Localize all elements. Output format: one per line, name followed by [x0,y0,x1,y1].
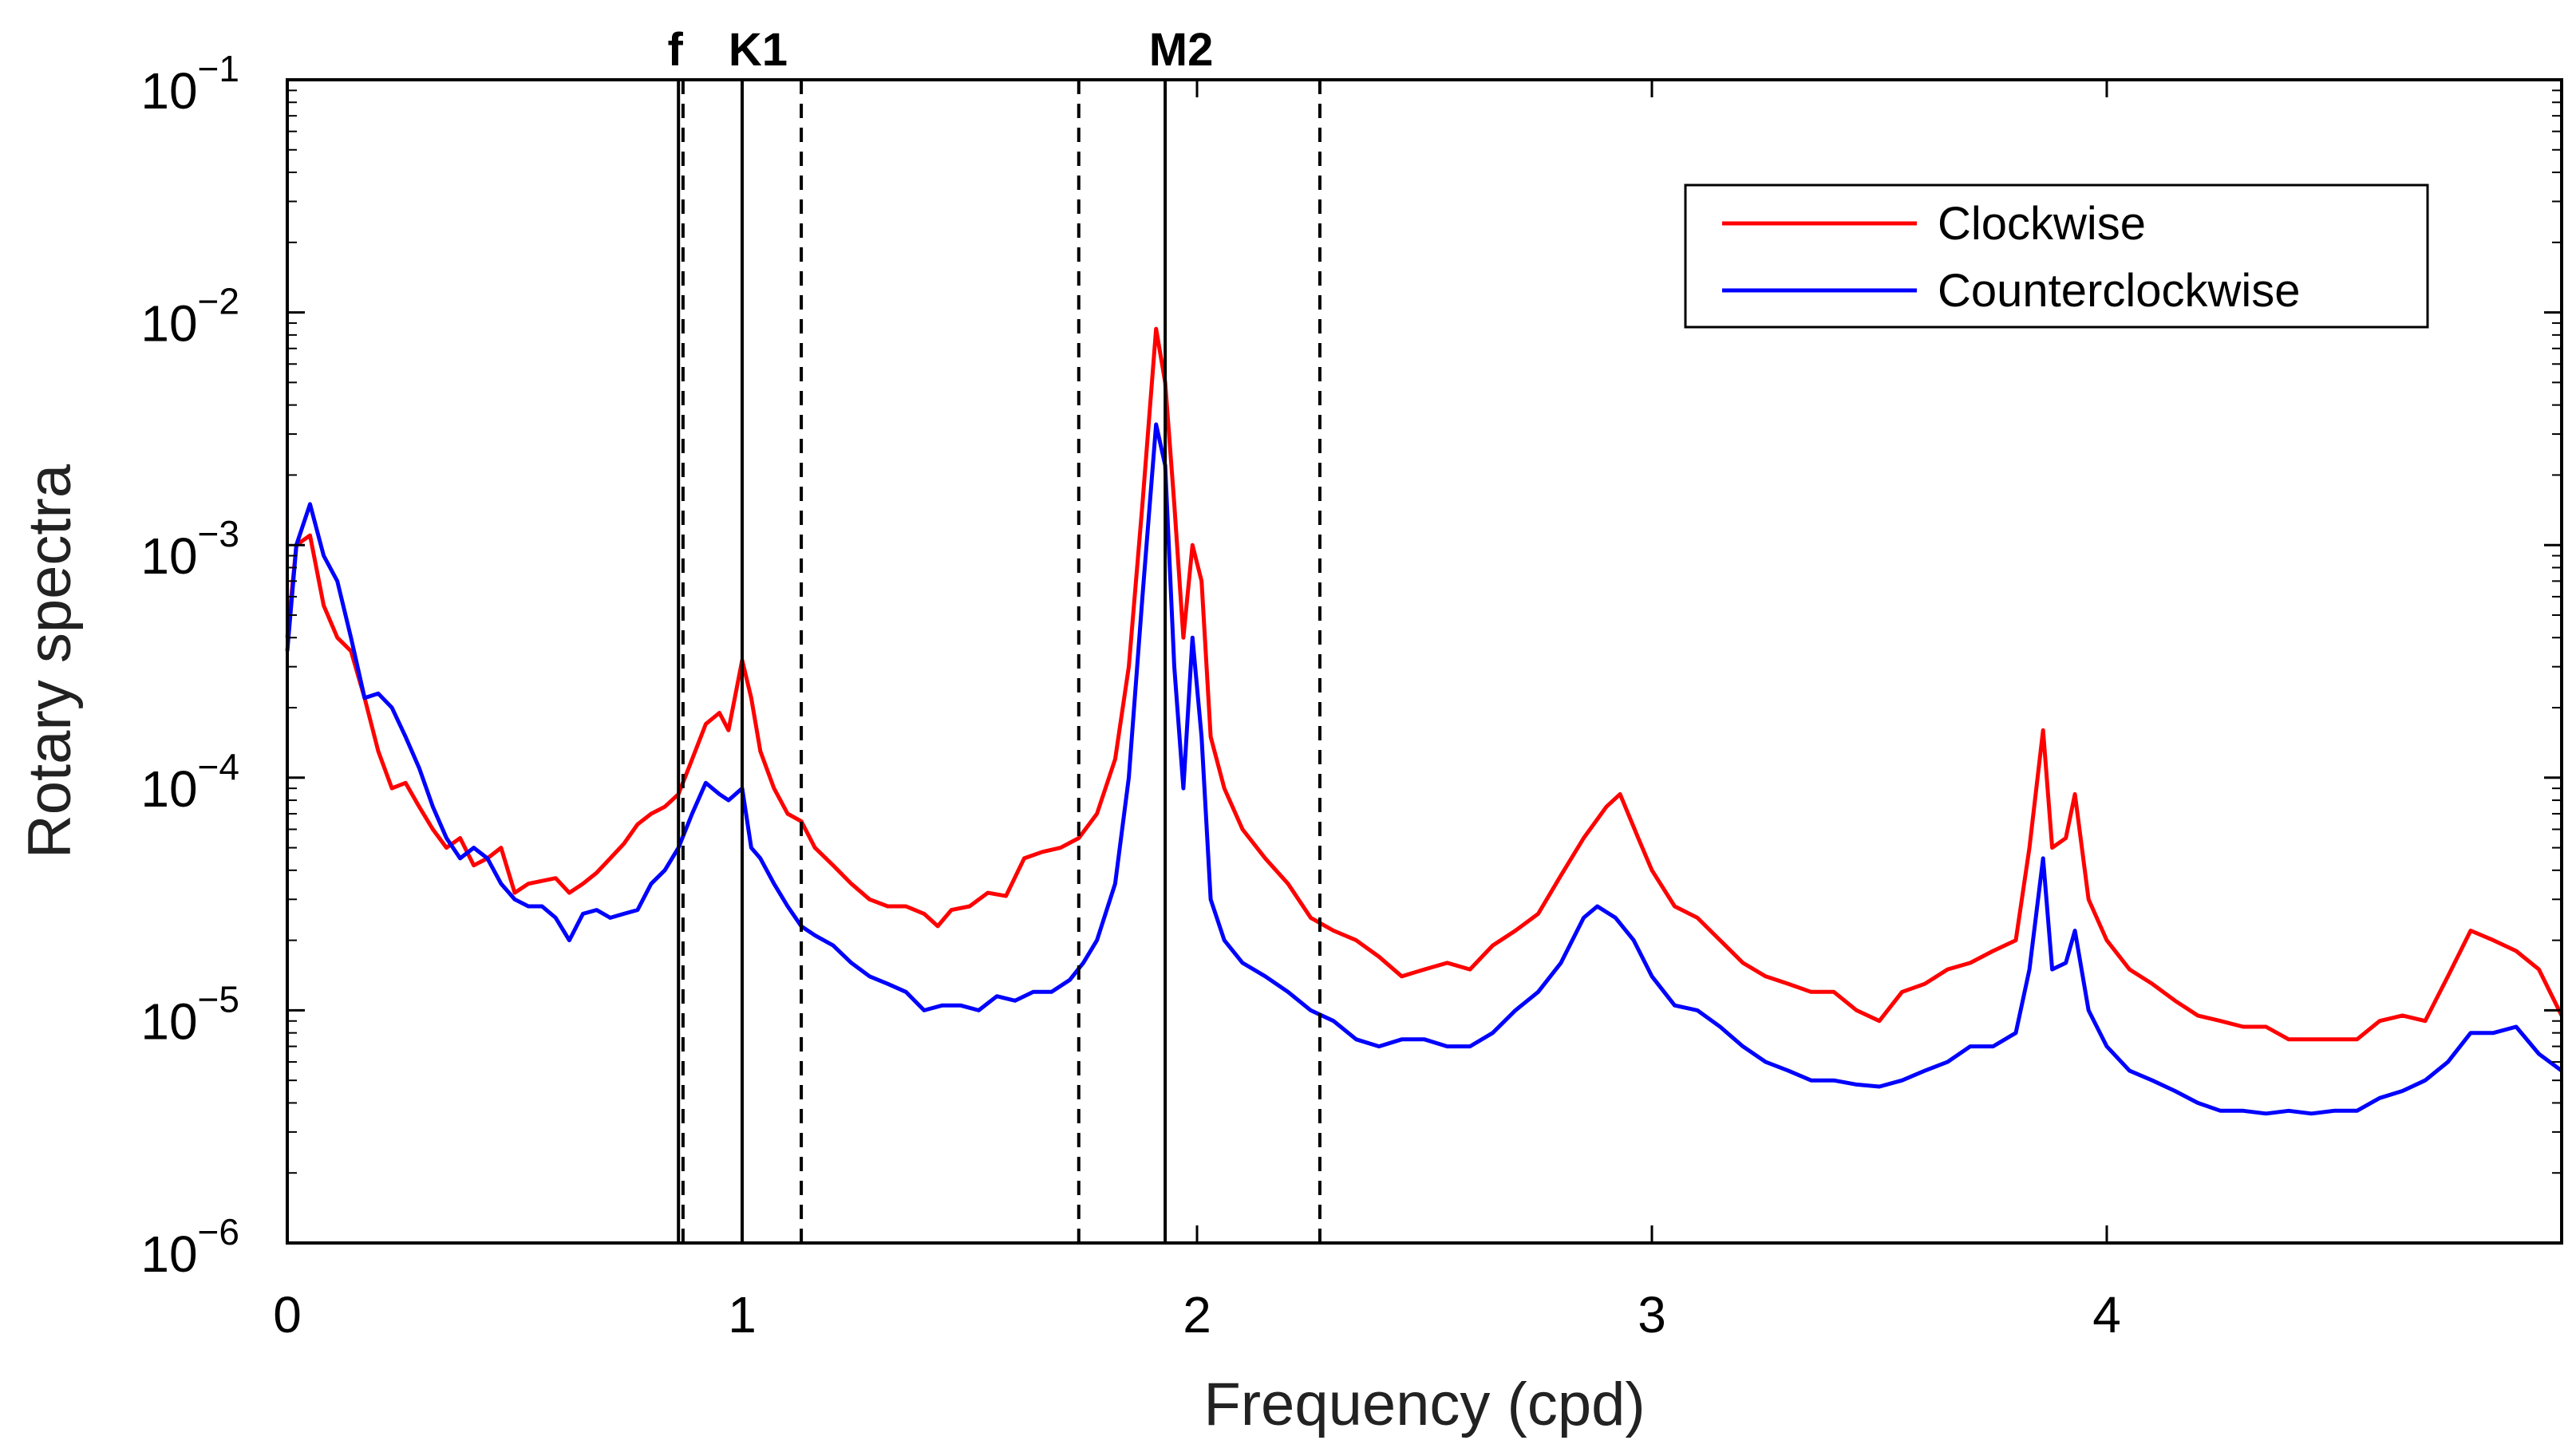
x-tick-labels: 0 1 2 3 4 [273,1286,2121,1343]
y-tick-label: 10−5 [140,978,239,1050]
legend-label-counterclockwise: Counterclockwise [1938,265,2301,317]
y-axis-label: Rotary spectra [16,464,84,858]
reference-line-labels: f K1 M2 [668,24,1214,76]
reference-label-m2: M2 [1149,24,1214,76]
y-tick-label: 10−1 [140,48,239,120]
x-tick-label: 2 [1183,1286,1211,1343]
reference-label-k1: K1 [729,24,788,76]
x-tick-label: 3 [1638,1286,1666,1343]
x-tick-label: 4 [2092,1286,2121,1343]
y-tick-labels: 10−1 10−2 10−3 10−4 10−5 10−6 [140,48,239,1283]
legend-box [1684,183,2429,329]
y-tick-label: 10−3 [140,513,239,585]
series-line-clockwise [285,326,2564,1042]
axis-ticks [286,78,2562,1245]
plot-frame [286,78,2563,1245]
series-line-counterclockwise [285,422,2563,1116]
x-tick-label: 1 [728,1286,757,1343]
x-axis-label: Frequency (cpd) [1203,1371,1645,1438]
legend-label-clockwise: Clockwise [1938,198,2146,250]
legend: Clockwise Counterclockwise [1684,183,2429,329]
y-tick-label: 10−4 [140,746,239,818]
series-layer [285,326,2564,1116]
reference-label-f: f [668,24,684,76]
reference-lines [677,80,1322,1243]
y-tick-label: 10−6 [140,1211,239,1283]
x-tick-label: 0 [273,1286,302,1343]
y-tick-label: 10−2 [140,281,239,353]
